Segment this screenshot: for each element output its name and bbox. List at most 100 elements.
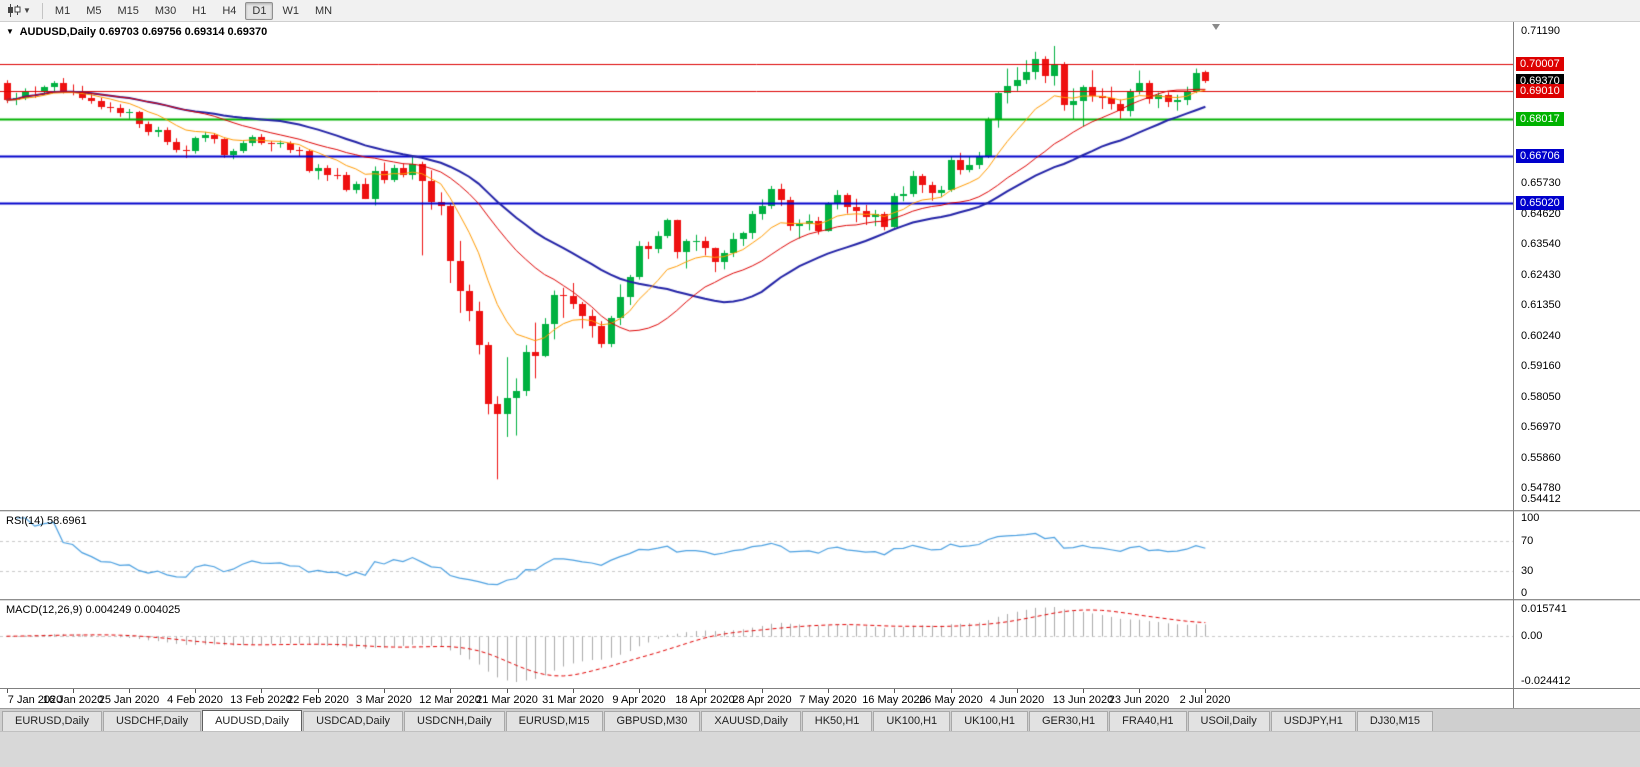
timeframe-toolbar: ▼ M1 M5 M15 M30 H1 H4 D1 W1 MN [0, 0, 1640, 22]
date-tick [450, 689, 451, 693]
macd-canvas[interactable] [0, 601, 1513, 688]
price-badge: 0.66706 [1516, 148, 1564, 163]
chart-tab-fra40-h1[interactable]: FRA40,H1 [1109, 711, 1187, 731]
chart-tab-audusd-daily[interactable]: AUDUSD,Daily [202, 710, 303, 731]
price-tick-label: 0.61350 [1521, 299, 1561, 312]
toolbar-separator [41, 2, 43, 19]
chart-tab-xauusd-daily[interactable]: XAUUSD,Daily [701, 711, 801, 731]
chart-title: ▼ AUDUSD,Daily 0.69703 0.69756 0.69314 0… [6, 26, 267, 38]
date-label: 16 Jan 2020 [42, 694, 104, 706]
price-tick-label: 0.54780 [1521, 482, 1561, 495]
price-tick-label: 0.56970 [1521, 421, 1561, 434]
price-tick-label: 0.65730 [1521, 176, 1561, 189]
date-tick [573, 689, 574, 693]
price-tick-label: 0.55860 [1521, 452, 1561, 465]
chart-tab-usdcad-daily[interactable]: USDCAD,Daily [303, 711, 404, 731]
price-tick-label: 0.54412 [1521, 492, 1561, 505]
date-tick [1205, 689, 1206, 693]
date-label: 3 Mar 2020 [356, 694, 412, 706]
rsi-tick-label: 0 [1521, 587, 1528, 599]
chart-type-button[interactable]: ▼ [3, 2, 35, 19]
chart-tab-eurusd-m15[interactable]: EURUSD,M15 [505, 711, 603, 731]
date-label: 4 Feb 2020 [167, 694, 223, 706]
date-tick [384, 689, 385, 693]
timeframe-button-h4[interactable]: H4 [222, 4, 237, 17]
date-label: 18 Apr 2020 [675, 694, 735, 706]
chart-tab-usdcnh-daily[interactable]: USDCNH,Daily [404, 711, 505, 731]
timeframe-button-mn[interactable]: MN [314, 4, 333, 17]
date-label: 2 Jul 2020 [1179, 694, 1231, 706]
date-tick [129, 689, 130, 693]
date-tick [1017, 689, 1018, 693]
macd-tick-label: 0.015741 [1521, 603, 1567, 615]
date-tick [705, 689, 706, 693]
chart-shift-marker-icon[interactable] [1212, 24, 1220, 30]
timeframe-button-m30[interactable]: M30 [154, 4, 177, 17]
time-axis[interactable]: 7 Jan 2020 16 Jan 2020 25 Jan 2020 4 Feb 20… [0, 688, 1640, 708]
macd-tick-label: 0.00 [1521, 630, 1543, 643]
price-tick-label: 0.58050 [1521, 391, 1561, 404]
timeframe-button-h1[interactable]: H1 [192, 4, 207, 17]
date-label: 23 Jun 2020 [1108, 694, 1170, 706]
chart-tab-eurusd-daily[interactable]: EURUSD,Daily [2, 711, 102, 731]
one-click-trading-icon[interactable]: ▼ [6, 27, 14, 36]
chart-tab-usdjpy-h1[interactable]: USDJPY,H1 [1270, 711, 1356, 731]
timeframe-button-d1[interactable]: D1 [245, 1, 274, 20]
price-tick-label: 0.64620 [1521, 207, 1561, 220]
date-tick [828, 689, 829, 693]
date-tick [261, 689, 262, 693]
price-tick-label: 0.60240 [1521, 329, 1561, 342]
macd-tick-label: -0.024412 [1521, 675, 1571, 687]
date-tick [507, 689, 508, 693]
date-tick [73, 689, 74, 693]
macd-values: 0.004249 0.004025 [85, 604, 181, 616]
timeframe-button-m5[interactable]: M5 [86, 4, 102, 17]
price-tick-label: 0.71190 [1521, 24, 1560, 37]
date-tick [1139, 689, 1140, 693]
panel-splitter[interactable] [0, 599, 1640, 601]
chart-tab-uk100-h1[interactable]: UK100,H1 [873, 711, 951, 731]
rsi-tick-label: 100 [1521, 512, 1540, 524]
timeframe-button-m1[interactable]: M1 [54, 4, 71, 17]
date-label: 22 Feb 2020 [287, 694, 349, 706]
chart-tab-uk100-h1[interactable]: UK100,H1 [951, 711, 1028, 731]
macd-label: MACD(12,26,9) 0.004249 0.004025 [6, 604, 180, 616]
date-label: 28 Apr 2020 [732, 694, 792, 706]
date-label: 25 Jan 2020 [98, 694, 160, 706]
date-label: 7 Jan 2020 [7, 694, 63, 706]
timeframe-buttons-group: M1 M5 M15 M30 H1 H4 D1 W1 MN [47, 1, 340, 20]
macd-name: MACD(12,26,9) [6, 604, 83, 616]
date-tick [639, 689, 640, 693]
date-tick [762, 689, 763, 693]
chart-tab-usoil-daily[interactable]: USOil,Daily [1187, 711, 1270, 731]
date-label: 26 May 2020 [919, 694, 983, 706]
axis-separator-line [1513, 22, 1514, 708]
date-tick [894, 689, 895, 693]
main-chart-canvas[interactable] [0, 22, 1513, 510]
rsi-indicator-panel: RSI(14) 58.6961 100 70 30 0 [0, 512, 1640, 599]
panel-splitter[interactable] [0, 510, 1640, 512]
rsi-axis[interactable]: 100 70 30 0 [1514, 512, 1640, 599]
price-tick-label: 0.62430 [1521, 268, 1561, 281]
chart-tab-hk50-h1[interactable]: HK50,H1 [801, 711, 873, 731]
chart-tab-usdchf-daily[interactable]: USDCHF,Daily [102, 711, 202, 731]
price-tick-label: 0.59160 [1521, 360, 1561, 373]
chart-symbol-label: AUDUSD,Daily [19, 26, 96, 38]
date-label: 16 May 2020 [862, 694, 926, 706]
timeframe-button-w1[interactable]: W1 [282, 4, 299, 17]
timeframe-button-m15[interactable]: M15 [117, 4, 139, 17]
price-axis[interactable]: 0.71190 0.65730 0.64620 0.63540 0.62430 0.613… [1514, 22, 1640, 510]
chart-tab-dj30-m15[interactable]: DJ30,M15 [1356, 711, 1433, 731]
date-tick [195, 689, 196, 693]
chart-tab-gbpusd-m30[interactable]: GBPUSD,M30 [603, 711, 701, 731]
candlestick-chart-icon [8, 4, 21, 17]
status-bar [0, 731, 1640, 767]
price-badge: 0.69010 [1516, 84, 1564, 99]
macd-axis[interactable]: 0.015741 0.00 -0.024412 [1514, 601, 1640, 688]
date-tick [951, 689, 952, 693]
rsi-canvas[interactable] [0, 512, 1513, 599]
main-chart-panel: ▼ AUDUSD,Daily 0.69703 0.69756 0.69314 0… [0, 22, 1640, 510]
date-label: 9 Apr 2020 [612, 694, 666, 706]
chart-tab-ger30-h1[interactable]: GER30,H1 [1028, 711, 1109, 731]
